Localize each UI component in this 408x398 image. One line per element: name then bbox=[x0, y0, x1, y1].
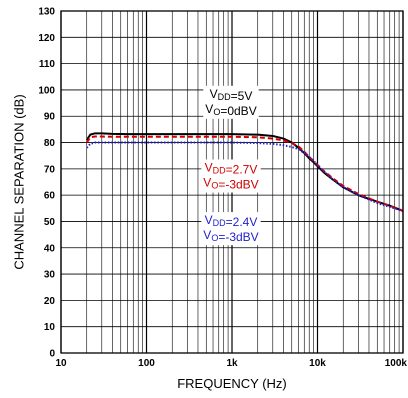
x-tick-label: 100 bbox=[138, 358, 155, 369]
annotation-text: V bbox=[210, 87, 218, 101]
y-tick-label: 50 bbox=[44, 217, 56, 228]
x-tick-label: 1k bbox=[226, 358, 238, 369]
annotation-text: V bbox=[203, 228, 211, 242]
annotation-text: =5V bbox=[231, 89, 253, 103]
y-tick-label: 130 bbox=[38, 7, 55, 18]
y-tick-label: 120 bbox=[38, 33, 55, 44]
annotation-subscript: O bbox=[213, 107, 220, 117]
y-tick-label: 70 bbox=[44, 164, 56, 175]
annotation-text: =-3dBV bbox=[218, 230, 258, 244]
y-tick-label: 60 bbox=[44, 191, 56, 202]
annotation-text: =2.4V bbox=[226, 215, 258, 229]
annotation-subscript: DD bbox=[218, 92, 231, 102]
annotation-text: V bbox=[205, 102, 213, 116]
annotation-text: =-3dBV bbox=[218, 177, 258, 191]
annotation-line: VO=0dBV bbox=[205, 102, 256, 118]
plot-frame bbox=[60, 10, 404, 354]
annotation-text: =0dBV bbox=[220, 104, 256, 118]
series-line-3 bbox=[85, 141, 404, 212]
annotation-subscript: O bbox=[211, 180, 218, 190]
annotation-subscript: DD bbox=[213, 165, 226, 175]
annotation-background bbox=[201, 159, 261, 193]
annotation-line: VO=-3dBV bbox=[203, 228, 258, 244]
series-line-2 bbox=[85, 135, 404, 212]
annotation-layer: VDD=5VVO=0dBVVDD=2.7VVO=-3dBVVDD=2.4VVO=… bbox=[201, 85, 261, 246]
x-tick-label: 10k bbox=[309, 358, 326, 369]
y-tick-label: 30 bbox=[44, 270, 56, 281]
y-tick-label: 40 bbox=[44, 243, 56, 254]
annotation-text: =2.7V bbox=[226, 162, 258, 176]
x-tick-label: 10 bbox=[55, 358, 67, 369]
y-tick-label: 90 bbox=[44, 112, 56, 123]
y-tick-label: 10 bbox=[44, 322, 56, 333]
annotation-line: VDD=5V bbox=[210, 87, 253, 103]
y-tick-label: 100 bbox=[38, 85, 55, 96]
y-tick-label: 110 bbox=[39, 59, 56, 70]
y-tick-label: 80 bbox=[44, 138, 56, 149]
x-tick-label: 100k bbox=[385, 358, 408, 369]
annotation-line: VDD=2.4V bbox=[205, 213, 258, 229]
annotation-text: V bbox=[205, 213, 213, 227]
annotation-background bbox=[203, 85, 259, 119]
y-axis-title: CHANNEL SEPARATION (dB) bbox=[11, 94, 26, 269]
annotation-text: V bbox=[205, 160, 213, 174]
y-tick-label: 0 bbox=[49, 349, 55, 360]
annotation-text: V bbox=[203, 175, 211, 189]
series-layer bbox=[85, 132, 404, 212]
annotation-subscript: O bbox=[211, 233, 218, 243]
annotation-subscript: DD bbox=[213, 218, 226, 228]
annotation-line: VO=-3dBV bbox=[203, 175, 258, 191]
x-axis-title: FREQUENCY (Hz) bbox=[177, 376, 287, 391]
annotation-line: VDD=2.7V bbox=[205, 160, 258, 176]
annotation-background bbox=[201, 212, 261, 246]
y-tick-label: 20 bbox=[44, 296, 56, 307]
